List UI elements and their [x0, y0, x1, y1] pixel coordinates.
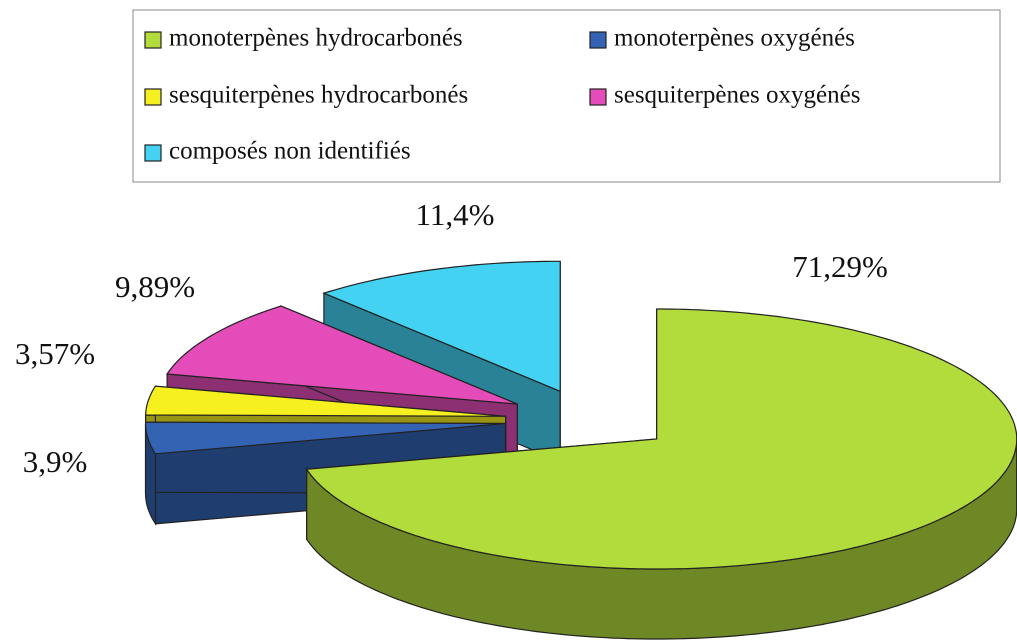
data-label: 3,57% — [15, 336, 95, 371]
slice-top — [322, 260, 561, 393]
slice-top — [144, 385, 506, 417]
data-label: 3,9% — [23, 444, 88, 479]
legend-box — [132, 9, 1001, 183]
legend-label: sesquiterpènes oxygénés — [614, 82, 860, 109]
data-label: 11,4% — [416, 197, 495, 232]
legend-swatch — [144, 144, 162, 162]
data-label: 9,89% — [115, 269, 195, 304]
slice-top — [166, 305, 518, 405]
pie: 71,29% 3,9% 3,57% 9,89% 11,4% — [15, 197, 1017, 640]
legend-label: sesquiterpènes hydrocarbonés — [169, 82, 468, 109]
legend-label: composés non identifiés — [169, 138, 411, 165]
slice-top — [305, 308, 1017, 570]
slice-top — [145, 421, 506, 455]
data-label: 71,29% — [792, 249, 888, 284]
legend-swatch — [144, 88, 162, 106]
legend: monoterpènes hydrocarbonés monoterpènes o… — [144, 25, 860, 165]
legend-label: monoterpènes oxygénés — [614, 25, 855, 52]
legend-swatch — [589, 88, 607, 106]
legend-label: monoterpènes hydrocarbonés — [169, 25, 463, 52]
slice — [305, 308, 1017, 640]
legend-swatch — [144, 31, 162, 49]
legend-swatch — [589, 31, 607, 49]
